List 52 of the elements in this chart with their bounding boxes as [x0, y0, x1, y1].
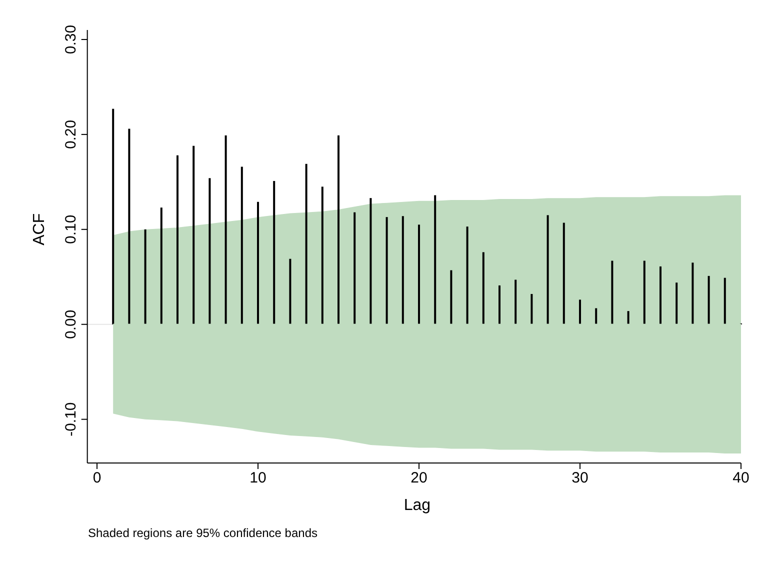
text: Shaded regions are 95% confidence bands — [88, 526, 318, 540]
y-tick-label: 0.20 — [62, 120, 80, 150]
bar — [176, 155, 178, 324]
bar — [321, 186, 324, 324]
bar — [257, 202, 259, 324]
bar — [386, 217, 388, 324]
bar — [643, 260, 646, 324]
bar — [224, 135, 227, 324]
bar — [370, 198, 372, 324]
bar — [676, 282, 678, 324]
bar — [579, 300, 581, 324]
y-tick-label: 0.00 — [62, 310, 80, 339]
bar — [240, 166, 243, 324]
x-tick-label: 20 — [410, 470, 428, 487]
bar — [611, 260, 614, 324]
bar — [530, 294, 533, 324]
y-axis-title: ACF — [31, 213, 48, 246]
x-tick-label: 30 — [572, 470, 588, 487]
bar — [289, 258, 292, 324]
bar — [273, 180, 276, 324]
bar — [708, 276, 710, 324]
bar — [160, 208, 162, 324]
bar — [418, 224, 420, 324]
bar — [402, 216, 404, 324]
bar — [434, 195, 436, 324]
bar — [144, 229, 146, 324]
bar — [208, 178, 211, 324]
bar — [514, 280, 517, 324]
bar — [660, 266, 662, 324]
bar — [338, 135, 340, 324]
bar — [450, 270, 452, 324]
bar — [466, 226, 468, 324]
x-tick-label: 0 — [92, 470, 102, 487]
bar — [627, 311, 630, 324]
bar — [562, 222, 565, 324]
bar — [546, 215, 549, 324]
y-tick-label: 0.30 — [62, 24, 80, 54]
x-tick-label: 10 — [250, 470, 266, 487]
bar — [482, 252, 484, 324]
y-tick-label: 0.10 — [62, 214, 80, 244]
bar — [354, 212, 356, 324]
bar — [692, 262, 694, 324]
bar — [112, 108, 114, 324]
bar — [595, 308, 598, 324]
bar — [724, 278, 726, 324]
x-tick-label: 40 — [732, 470, 750, 487]
x-axis-title: Lag — [404, 497, 431, 514]
bar — [192, 146, 195, 324]
bar — [128, 128, 130, 324]
bar — [305, 164, 308, 324]
y-tick-label: -0.10 — [62, 402, 80, 436]
bar — [498, 285, 500, 324]
